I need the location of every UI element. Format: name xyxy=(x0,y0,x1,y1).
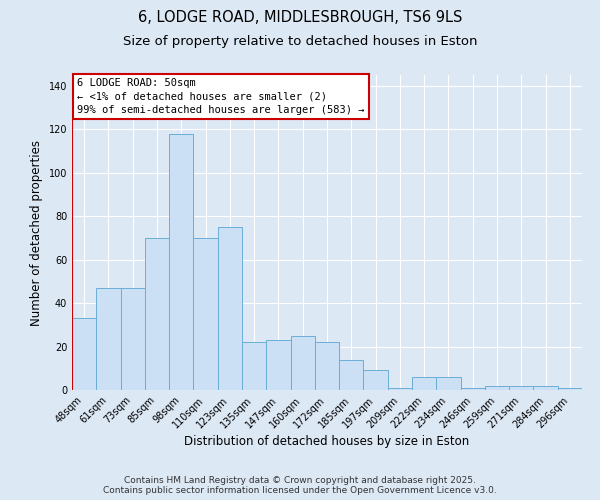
Bar xyxy=(290,336,315,390)
Bar xyxy=(364,370,388,390)
Bar xyxy=(266,340,290,390)
Bar xyxy=(242,342,266,390)
Bar xyxy=(509,386,533,390)
X-axis label: Distribution of detached houses by size in Eston: Distribution of detached houses by size … xyxy=(184,436,470,448)
Bar xyxy=(339,360,364,390)
Text: Contains HM Land Registry data © Crown copyright and database right 2025.
Contai: Contains HM Land Registry data © Crown c… xyxy=(103,476,497,495)
Bar xyxy=(218,227,242,390)
Bar xyxy=(533,386,558,390)
Bar xyxy=(72,318,96,390)
Bar xyxy=(315,342,339,390)
Bar xyxy=(436,377,461,390)
Bar xyxy=(412,377,436,390)
Y-axis label: Number of detached properties: Number of detached properties xyxy=(30,140,43,326)
Bar xyxy=(461,388,485,390)
Bar xyxy=(121,288,145,390)
Bar xyxy=(193,238,218,390)
Bar xyxy=(169,134,193,390)
Bar xyxy=(485,386,509,390)
Bar xyxy=(145,238,169,390)
Bar xyxy=(558,388,582,390)
Text: 6, LODGE ROAD, MIDDLESBROUGH, TS6 9LS: 6, LODGE ROAD, MIDDLESBROUGH, TS6 9LS xyxy=(138,10,462,25)
Text: Size of property relative to detached houses in Eston: Size of property relative to detached ho… xyxy=(123,35,477,48)
Text: 6 LODGE ROAD: 50sqm
← <1% of detached houses are smaller (2)
99% of semi-detache: 6 LODGE ROAD: 50sqm ← <1% of detached ho… xyxy=(77,78,365,114)
Bar xyxy=(96,288,121,390)
Bar xyxy=(388,388,412,390)
